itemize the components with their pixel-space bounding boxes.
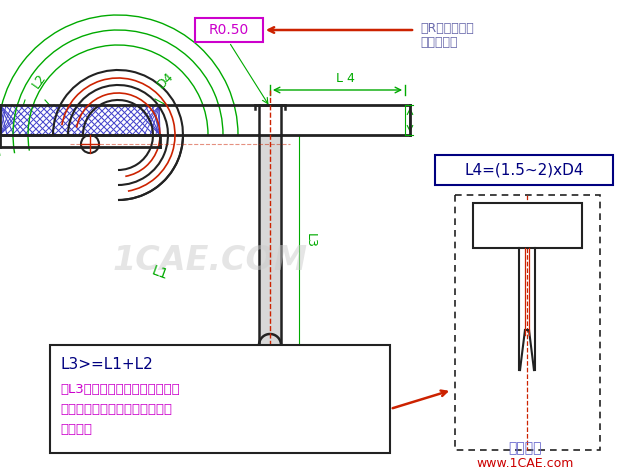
Bar xyxy=(50,345,390,453)
Text: 倒R角，防止锐: 倒R角，防止锐 xyxy=(420,22,474,35)
Text: 角划出料属: 角划出料属 xyxy=(420,36,458,49)
Text: D4: D4 xyxy=(155,69,177,91)
Text: 时，采用右图的方式做插入式拉: 时，采用右图的方式做插入式拉 xyxy=(60,403,172,416)
Text: L4=(1.5~2)xD4: L4=(1.5~2)xD4 xyxy=(464,162,584,178)
Text: 如L3値大于模仁或接近模仁厅度: 如L3値大于模仁或接近模仁厅度 xyxy=(60,383,180,396)
Text: L3>=L1+L2: L3>=L1+L2 xyxy=(60,357,153,372)
Bar xyxy=(259,135,281,345)
Text: 仿真在线: 仿真在线 xyxy=(508,441,541,455)
Bar xyxy=(435,155,613,185)
Text: L3: L3 xyxy=(304,233,317,247)
Text: L 4: L 4 xyxy=(336,72,355,85)
Text: 料顶针。: 料顶针。 xyxy=(60,423,92,436)
Text: 1CAE.COM: 1CAE.COM xyxy=(113,244,308,276)
Text: L2: L2 xyxy=(30,71,49,91)
Bar xyxy=(0,105,410,135)
Bar xyxy=(473,203,582,248)
Text: R0.50: R0.50 xyxy=(209,23,249,37)
Text: www.1CAE.com: www.1CAE.com xyxy=(476,457,573,470)
Bar xyxy=(455,195,600,450)
Bar xyxy=(195,18,263,42)
Text: L1: L1 xyxy=(150,264,170,283)
